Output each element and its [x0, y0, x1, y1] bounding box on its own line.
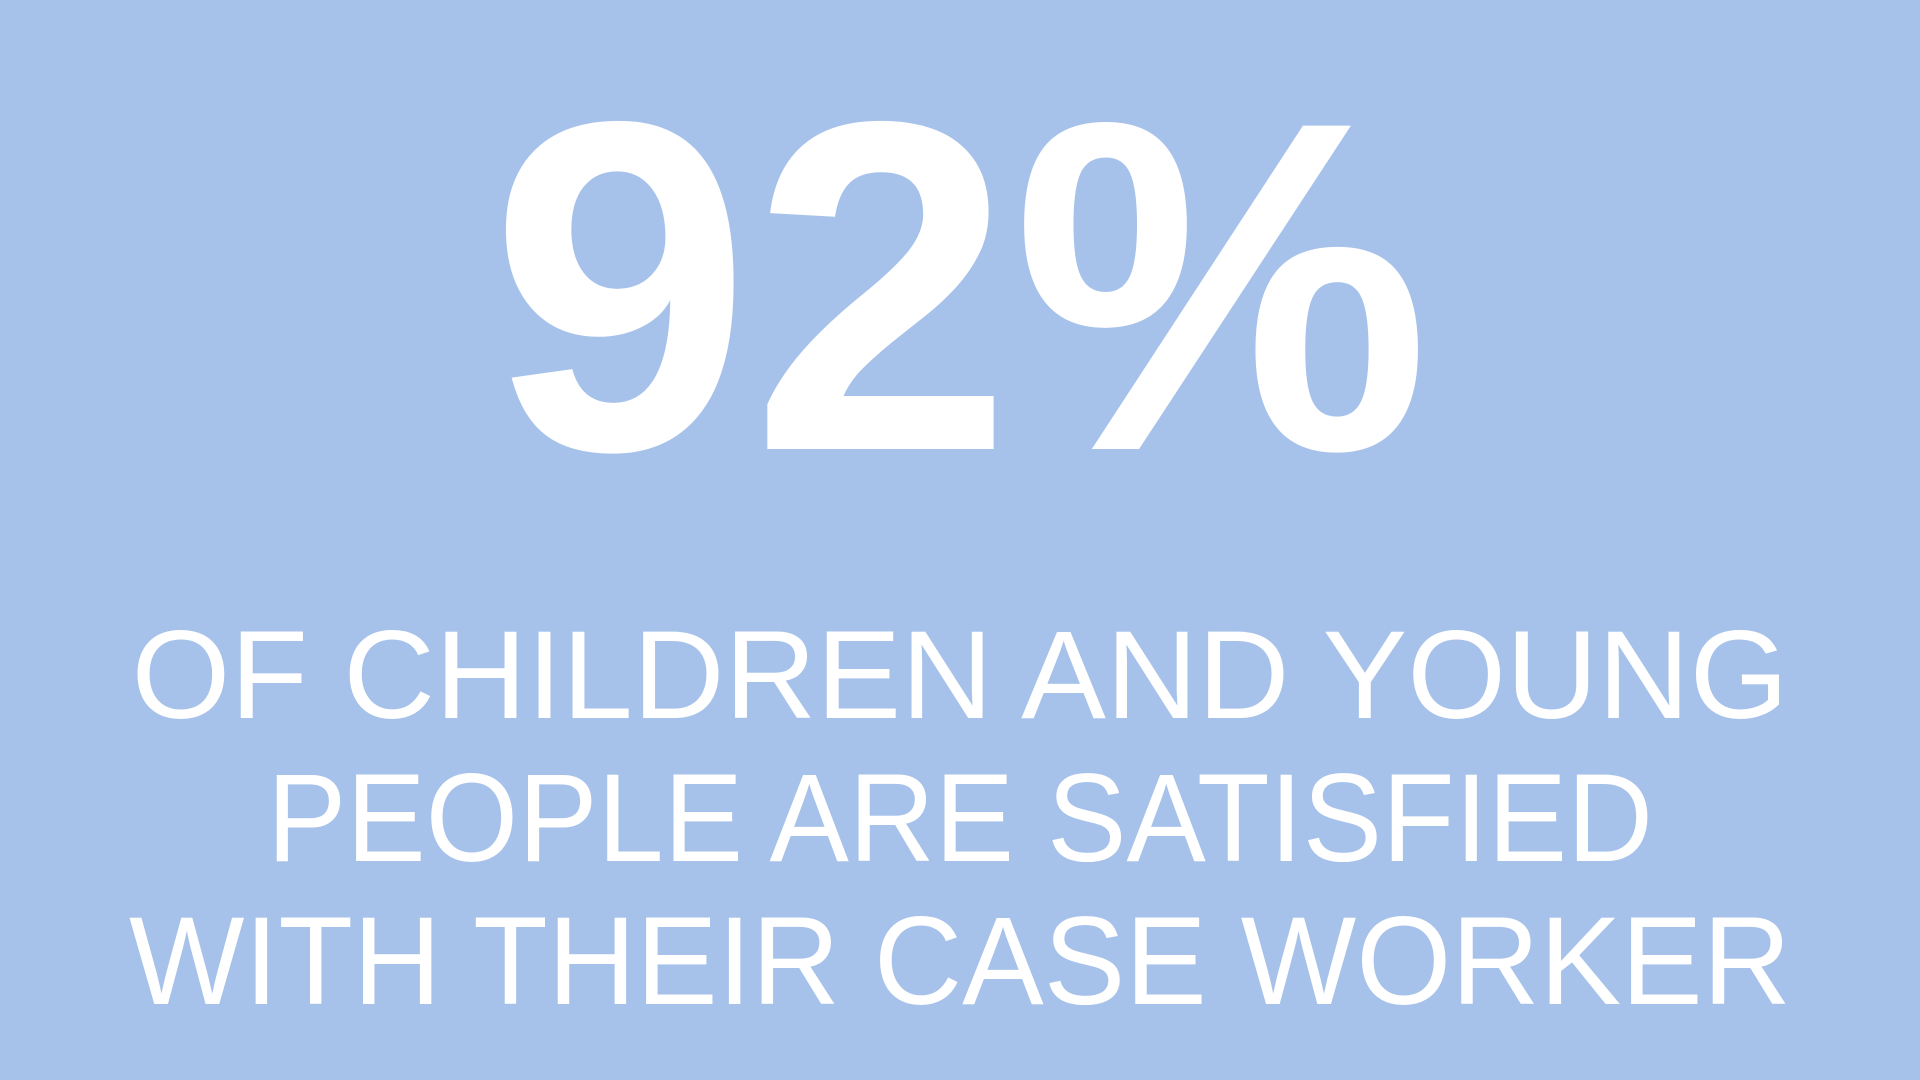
caption-line: OF CHILDREN AND YOUNG	[132, 606, 1789, 745]
caption-line: WITH THEIR CASE WORKER	[129, 892, 1791, 1031]
caption-line: PEOPLE ARE SATISFIED	[267, 749, 1653, 888]
stat-value: 92%	[490, 24, 1431, 549]
